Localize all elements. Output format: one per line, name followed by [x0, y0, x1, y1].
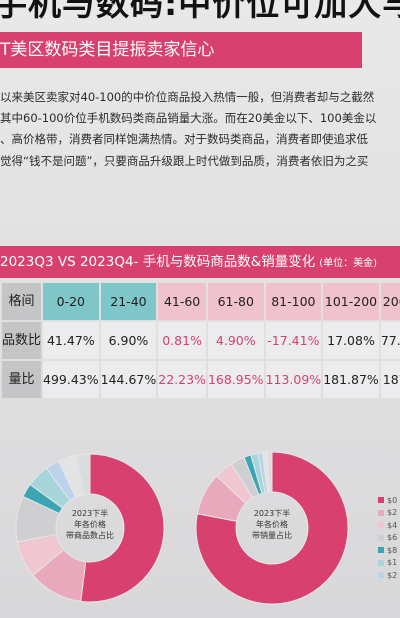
legend-label: $8	[387, 545, 398, 555]
donut-caption-2-line-3: 带销量占比	[252, 530, 292, 540]
legend-item: $0	[378, 494, 397, 507]
table-cell: -17.41%	[265, 322, 322, 359]
legend-label: $4	[387, 520, 398, 530]
legend-swatch	[378, 547, 384, 554]
table-cell: 4.90%	[207, 322, 264, 359]
donut-caption-1-line-1: 2023下半	[72, 508, 108, 518]
headline: 手机与数码:中价位可加大与	[0, 0, 400, 23]
table-cell: 168.95%	[207, 361, 264, 398]
row-header-item-count: 品数比	[2, 322, 42, 359]
table-cell: 499.43%	[43, 361, 99, 398]
donut-caption-2-line-1: 2023下半	[254, 508, 290, 518]
donut-sales-volume	[195, 451, 349, 605]
table-cell: 77.9	[380, 322, 400, 359]
chart-title: 2023Q3 VS 2023Q4- 手机与数码商品数&销量变化	[0, 254, 316, 270]
table-cell: 17.08%	[323, 322, 379, 359]
donut-slice	[75, 453, 91, 496]
legend-item: $1	[378, 557, 397, 570]
legend-label: $2	[387, 508, 398, 518]
column-header: 81-100	[265, 283, 322, 320]
column-header: 61-80	[207, 283, 264, 320]
legend-label: $0	[387, 495, 398, 505]
legend-label: $6	[387, 533, 398, 543]
legend-item: $4	[378, 519, 397, 532]
legend-item: $2	[378, 569, 397, 582]
column-header: 41-60	[158, 283, 206, 320]
legend-label: $2	[387, 570, 398, 580]
column-header: 21-40	[100, 283, 157, 320]
column-header: 0-20	[43, 283, 99, 320]
section-banner: T美区数码类目提振卖家信心	[0, 32, 362, 68]
table-header-row: 格间 0-20 21-40 41-60 61-80 81-100 101-200…	[2, 283, 400, 320]
table-cell: 22.23%	[158, 361, 206, 398]
table-cell: 144.67%	[100, 361, 157, 398]
legend-label: $1	[387, 558, 398, 568]
legend-item: $8	[378, 544, 397, 557]
table-row-item-count: 品数比 41.47% 6.90% 0.81% 4.90% -17.41% 17.…	[2, 322, 400, 359]
donut-legend: $0 $2 $4 $6 $8 $1 $2	[378, 494, 397, 582]
donut-caption-2-line-2: 年各价格	[256, 519, 288, 529]
legend-item: $6	[378, 532, 397, 545]
paragraph-line-4: 觉得“钱不是问题”，只要商品升级跟上时代做到品质，消费者依旧为之买	[0, 154, 369, 168]
legend-swatch	[378, 497, 384, 504]
column-header: 101-200	[323, 283, 379, 320]
row-header-price-band: 格间	[2, 283, 42, 320]
table-row-sales-volume: 量比 499.43% 144.67% 22.23% 168.95% 113.09…	[2, 361, 400, 398]
donut-slice	[266, 451, 273, 493]
table-cell: 0.81%	[158, 322, 206, 359]
table-cell: 113.09%	[265, 361, 322, 398]
legend-swatch	[378, 522, 384, 529]
chart-title-bar: 2023Q3 VS 2023Q4- 手机与数码商品数&销量变化 (单位：美金)	[0, 246, 400, 278]
paragraph-line-3: 、高价格带，消费者同样饱满热情。对于数码类商品，消费者即使追求低	[0, 132, 368, 146]
donut-item-count	[15, 453, 165, 603]
table-cell: 6.90%	[100, 322, 157, 359]
legend-swatch	[378, 572, 384, 579]
donut-caption-1-line-3: 带商品数占比	[66, 530, 114, 540]
paragraph-line-2: 其中60-100价位手机数码类商品销量大涨。而在20美金以下、100美金以	[0, 111, 377, 125]
row-header-sales-volume: 量比	[2, 361, 42, 398]
donut-charts: 2023下半 年各价格 带商品数占比 2023下半 年各价格 带销量占比	[15, 451, 349, 605]
table-cell: 181.87%	[323, 361, 379, 398]
paragraph-line-1: 以来美区卖家对40-100的中价位商品投入热情一般，但消费者却与之截然	[0, 90, 375, 104]
column-header: 200	[380, 283, 400, 320]
legend-swatch	[378, 559, 384, 566]
table-cell: 41.47%	[43, 322, 99, 359]
legend-item: $2	[378, 507, 397, 520]
table-cell: 187	[380, 361, 400, 398]
legend-swatch	[378, 534, 384, 541]
legend-swatch	[378, 509, 384, 516]
donut-caption-1-line-2: 年各价格	[74, 519, 106, 529]
chart-unit: (单位：美金)	[319, 258, 378, 269]
price-band-table: 格间 0-20 21-40 41-60 61-80 81-100 101-200…	[0, 281, 400, 400]
donut-slice	[80, 453, 165, 603]
donut-slice	[195, 451, 349, 605]
